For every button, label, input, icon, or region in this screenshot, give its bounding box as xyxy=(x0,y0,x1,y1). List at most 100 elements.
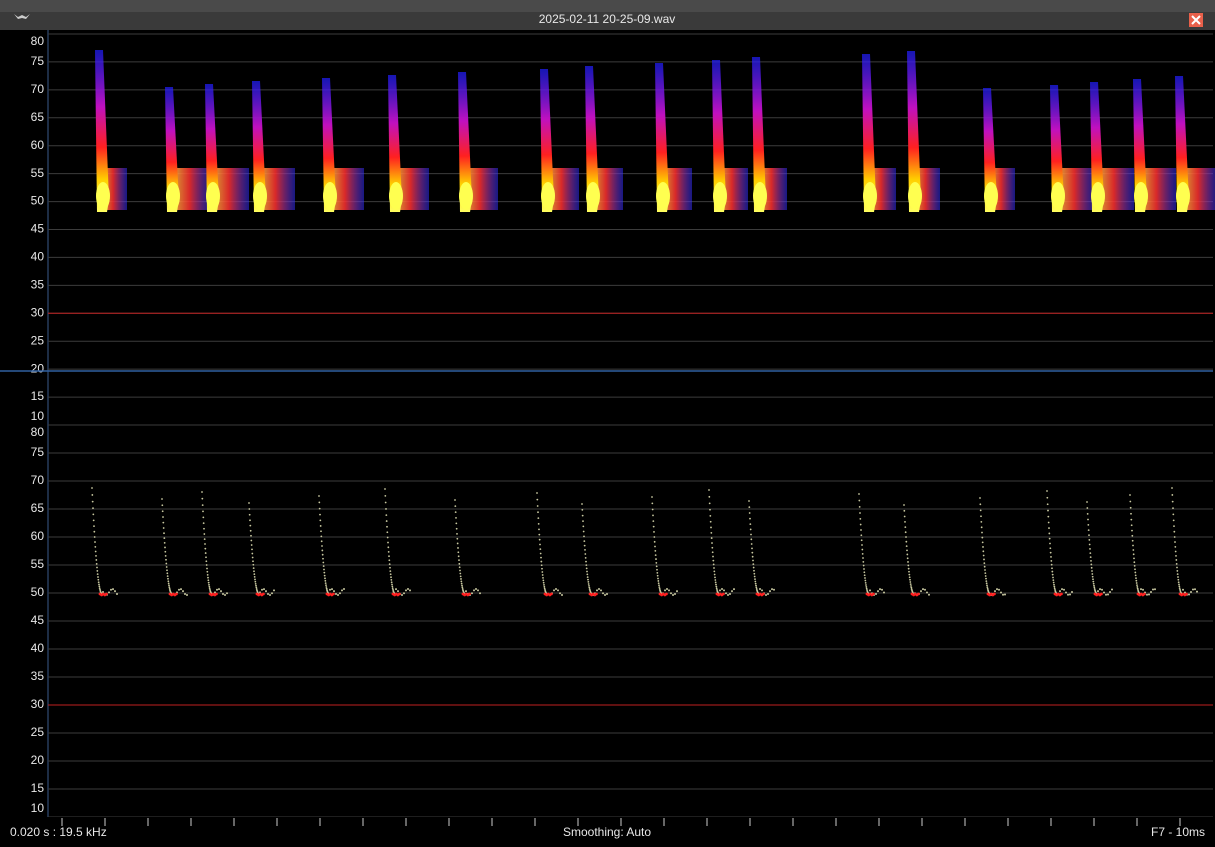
pitch-dot xyxy=(754,582,757,585)
y-tick-label: 55 xyxy=(31,166,45,180)
pitch-dot xyxy=(1099,588,1101,591)
pitch-dot xyxy=(602,592,604,595)
y-tick-label: 45 xyxy=(31,613,45,627)
pitch-dot xyxy=(388,555,390,558)
pitch-dot xyxy=(92,519,95,522)
pitch-dot xyxy=(1047,509,1049,512)
pitch-dot xyxy=(751,555,754,558)
pitch-dot xyxy=(541,571,544,573)
pitch-dot xyxy=(749,517,751,520)
pitch-dot xyxy=(251,556,254,559)
pitch-dot xyxy=(203,527,205,530)
pitch-dot xyxy=(1093,586,1096,589)
pitch-dot xyxy=(1046,490,1048,492)
pitch-dot xyxy=(222,592,224,595)
app-icon[interactable] xyxy=(14,14,30,19)
pitch-dot xyxy=(862,564,865,567)
call-core xyxy=(253,182,267,210)
pitch-dot xyxy=(1061,588,1063,591)
pitch-dot xyxy=(537,522,540,525)
pitch-dot xyxy=(325,584,327,587)
pitch-dot xyxy=(208,583,210,586)
pitch-dot xyxy=(108,591,110,594)
end-dot xyxy=(917,592,920,596)
pitch-dot xyxy=(604,593,606,596)
y-tick-label: 10 xyxy=(31,801,45,815)
call-core xyxy=(96,182,110,210)
pitch-dot xyxy=(714,576,716,579)
pitch-dot xyxy=(860,539,863,542)
pitch-dot xyxy=(542,579,545,582)
pitch-dot xyxy=(583,544,586,547)
pitch-dot xyxy=(714,581,717,584)
pitch-dot xyxy=(585,564,588,566)
pitch-dot xyxy=(668,589,670,592)
pitch-dot xyxy=(1101,588,1103,591)
pitch-dot xyxy=(1136,587,1139,590)
pitch-dot xyxy=(216,588,218,591)
pitch-dot xyxy=(1107,593,1109,596)
call-sweep xyxy=(458,72,472,212)
pitch-dot xyxy=(748,500,750,502)
pitch-dot xyxy=(456,537,459,540)
pitch-dot xyxy=(251,552,254,555)
call-sweep xyxy=(165,87,179,212)
pitch-dot xyxy=(1052,581,1055,584)
pitch-dot xyxy=(1091,575,1094,578)
pitch-dot xyxy=(670,592,672,595)
pitch-dot xyxy=(715,587,718,590)
pitch-dot xyxy=(186,593,188,596)
pitch-dot xyxy=(202,510,204,513)
pitch-dot xyxy=(909,578,911,581)
pitch-dot xyxy=(405,589,407,592)
pitch-dot xyxy=(460,580,463,583)
pitch-dot xyxy=(655,558,657,560)
pitch-dot xyxy=(858,493,860,495)
pitch-dot xyxy=(165,562,168,565)
call-sweep xyxy=(1175,76,1189,212)
pitch-dot xyxy=(164,550,167,553)
pitch-dot xyxy=(1050,556,1052,558)
pitch-dot xyxy=(320,530,322,533)
pitch-dot xyxy=(1086,512,1089,515)
pitch-dot xyxy=(455,522,458,525)
pitch-dot xyxy=(754,578,756,581)
pitch-dot xyxy=(477,589,479,592)
pitch-dot xyxy=(1048,537,1051,540)
pitch-dot xyxy=(161,504,164,507)
pitch-dot xyxy=(859,512,861,514)
pitch-dot xyxy=(475,588,477,590)
pitch-dot xyxy=(269,593,271,596)
pitch-dot xyxy=(709,508,711,511)
end-dot xyxy=(332,592,335,596)
call-core xyxy=(206,182,220,210)
pitch-dot xyxy=(750,533,752,536)
pitch-dot xyxy=(224,593,226,596)
call-core xyxy=(586,182,600,210)
pitch-dot xyxy=(755,586,758,589)
pitch-dot xyxy=(540,564,543,567)
pitch-dot xyxy=(1000,591,1002,594)
pitch-dot xyxy=(1086,507,1089,509)
pitch-dot xyxy=(598,588,600,590)
pitch-dot xyxy=(749,523,752,526)
pitch-dot xyxy=(96,570,99,572)
pitch-dot xyxy=(165,558,167,561)
pitch-dot xyxy=(666,588,668,590)
pitch-dot xyxy=(454,505,457,508)
y-tick-label: 55 xyxy=(31,557,45,571)
pitch-dot xyxy=(712,559,715,562)
pitch-dot xyxy=(1171,494,1174,496)
pitch-dot xyxy=(907,567,910,570)
pitch-dot xyxy=(539,552,542,555)
y-tick-label: 80 xyxy=(31,425,45,439)
pitch-dot xyxy=(709,520,712,523)
call-sweep xyxy=(205,84,219,212)
pitch-dot xyxy=(1172,507,1174,510)
pitch-dot xyxy=(761,589,763,592)
pitch-dot xyxy=(1174,541,1176,543)
pitch-dot xyxy=(456,532,458,535)
pitch-dot xyxy=(877,590,879,593)
pitch-dot xyxy=(167,580,170,583)
end-dot xyxy=(665,592,668,596)
